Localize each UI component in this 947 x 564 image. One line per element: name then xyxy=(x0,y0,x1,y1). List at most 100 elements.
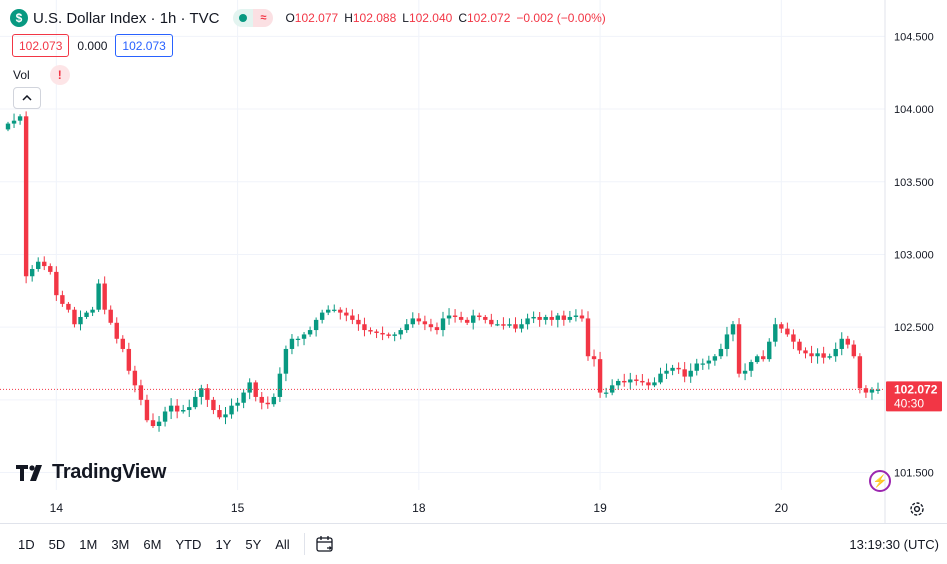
candle-body xyxy=(168,405,174,412)
utc-clock[interactable]: 13:19:30 (UTC) xyxy=(849,536,939,552)
date-range-buttons: 1D 5D 1M 3M 6M YTD 1Y 5Y All xyxy=(12,537,298,552)
x-tick-label: 14 xyxy=(50,501,64,515)
range-button-6m[interactable]: 6M xyxy=(143,536,162,552)
candle-body xyxy=(628,379,633,383)
calendar-range-icon[interactable] xyxy=(315,534,335,554)
candle-body xyxy=(126,348,132,371)
candle-body xyxy=(730,324,736,335)
candle-body xyxy=(718,348,724,357)
candle-body xyxy=(96,283,101,310)
candle-body xyxy=(803,350,808,354)
tradingview-logo[interactable]: TradingView xyxy=(16,461,166,484)
ohlc-low: L102.040 xyxy=(402,11,453,25)
volume-legend: Vol ! xyxy=(13,65,70,85)
candle-body xyxy=(199,388,204,397)
candle-body xyxy=(815,353,820,357)
candle-body xyxy=(495,324,500,326)
spread-value: 0.000 xyxy=(77,38,108,53)
candle-body xyxy=(573,315,579,317)
candle-body xyxy=(193,396,198,408)
range-button-5d[interactable]: 5D xyxy=(48,536,66,552)
candle-body xyxy=(416,318,422,322)
range-button-1m[interactable]: 1M xyxy=(79,536,98,552)
y-tick-label: 104.000 xyxy=(894,104,934,116)
market-open-dot-icon xyxy=(233,9,254,27)
candle-body xyxy=(785,328,790,335)
candle-body xyxy=(295,338,301,340)
candle-body xyxy=(658,373,663,383)
range-button-all[interactable]: All xyxy=(275,536,290,552)
candle-body xyxy=(265,402,270,405)
candle-body xyxy=(36,261,41,269)
candle-body xyxy=(368,330,373,332)
candle-body xyxy=(519,324,524,329)
volume-warning-icon[interactable]: ! xyxy=(49,65,70,85)
candle-body xyxy=(857,356,863,389)
candle-body xyxy=(748,362,754,371)
candle-body xyxy=(205,388,210,400)
candle-body xyxy=(181,410,186,412)
gear-icon[interactable] xyxy=(908,500,926,518)
candle-body xyxy=(700,363,705,365)
candle-body xyxy=(84,312,89,317)
range-button-ytd[interactable]: YTD xyxy=(175,536,202,552)
candle-body xyxy=(162,411,168,422)
candle-body xyxy=(640,380,645,383)
candle-body xyxy=(247,382,252,393)
volume-label[interactable]: Vol xyxy=(13,68,30,82)
range-button-1d[interactable]: 1D xyxy=(18,536,35,552)
candle-body xyxy=(483,316,488,320)
last-price-label: 102.072 xyxy=(894,382,938,396)
candle-body xyxy=(706,360,712,364)
candle-body xyxy=(362,324,367,331)
candle-body xyxy=(271,396,277,405)
price-chart[interactable]: 101.500102.000102.500103.000103.500104.0… xyxy=(0,0,947,523)
candle-body xyxy=(646,382,651,386)
range-button-5y[interactable]: 5Y xyxy=(245,536,262,552)
candle-body xyxy=(307,330,313,335)
candle-body xyxy=(392,334,397,336)
candle-body xyxy=(694,363,699,371)
candle-body xyxy=(471,315,476,323)
candle-body xyxy=(537,316,542,320)
candle-body xyxy=(332,309,337,311)
candle-body xyxy=(579,315,585,319)
candle-body xyxy=(670,367,675,371)
buy-price-button[interactable]: 102.073 xyxy=(115,34,173,57)
candle-body xyxy=(791,334,796,342)
candle-body xyxy=(187,407,192,411)
candle-body xyxy=(827,356,832,358)
sell-price-button[interactable]: 102.073 xyxy=(12,34,70,57)
collapse-legend-button[interactable] xyxy=(13,87,41,109)
candle-body xyxy=(603,392,609,394)
candle-body xyxy=(5,123,11,130)
symbol-title[interactable]: U.S. Dollar Index · 1h · TVC xyxy=(33,9,220,27)
market-status-pill[interactable]: ≈ xyxy=(233,9,274,27)
candle-body xyxy=(54,271,59,296)
candle-body xyxy=(102,283,107,310)
candle-body xyxy=(326,309,331,313)
range-button-3m[interactable]: 3M xyxy=(111,536,130,552)
candle-body xyxy=(217,410,222,418)
y-tick-label: 102.500 xyxy=(894,322,934,334)
candle-body xyxy=(845,338,850,345)
candle-body xyxy=(833,348,838,357)
candle-body xyxy=(616,380,621,386)
candle-body xyxy=(338,309,343,313)
candle-body xyxy=(422,321,428,325)
tradingview-wordmark: TradingView xyxy=(52,461,167,483)
candle-body xyxy=(90,309,95,313)
candle-body xyxy=(591,356,597,360)
candle-body xyxy=(742,370,748,374)
candle-body xyxy=(869,389,875,393)
candle-body xyxy=(48,266,53,272)
x-tick-label: 20 xyxy=(775,501,789,515)
flash-icon[interactable]: ⚡ xyxy=(869,470,891,492)
candle-body xyxy=(410,318,415,325)
range-button-1y[interactable]: 1Y xyxy=(215,536,232,552)
candle-body xyxy=(821,353,826,358)
x-tick-label: 15 xyxy=(231,501,245,515)
candle-body xyxy=(489,319,494,325)
candle-body xyxy=(477,315,482,317)
